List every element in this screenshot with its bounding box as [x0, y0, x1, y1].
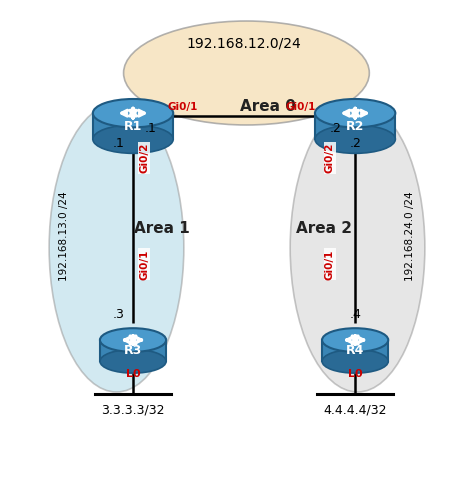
Ellipse shape — [315, 99, 395, 127]
Ellipse shape — [93, 125, 173, 153]
Text: R1: R1 — [124, 120, 142, 133]
Text: .1: .1 — [145, 122, 157, 135]
Ellipse shape — [322, 328, 388, 352]
Ellipse shape — [322, 350, 388, 373]
FancyBboxPatch shape — [100, 340, 166, 361]
Text: .3: .3 — [113, 307, 125, 321]
Text: .1: .1 — [113, 137, 125, 150]
Ellipse shape — [124, 21, 369, 125]
Text: R2: R2 — [346, 120, 365, 133]
Text: Gi0/2: Gi0/2 — [139, 143, 149, 173]
Text: 192.168.12.0/24: 192.168.12.0/24 — [187, 36, 301, 50]
Text: Area 0: Area 0 — [240, 99, 296, 113]
Text: Area 1: Area 1 — [134, 221, 189, 237]
Text: Gi0/1: Gi0/1 — [325, 249, 335, 279]
FancyBboxPatch shape — [315, 113, 395, 139]
Text: Gi0/1: Gi0/1 — [139, 249, 149, 279]
Text: L0: L0 — [126, 369, 140, 379]
Text: .2: .2 — [349, 137, 361, 150]
Ellipse shape — [100, 350, 166, 373]
Ellipse shape — [93, 99, 173, 127]
Text: 192.168.24.0 /24: 192.168.24.0 /24 — [404, 191, 414, 281]
Text: Gi0/2: Gi0/2 — [325, 143, 335, 173]
Ellipse shape — [100, 328, 166, 352]
Text: L0: L0 — [348, 369, 363, 379]
FancyBboxPatch shape — [322, 340, 388, 361]
Text: R3: R3 — [124, 344, 142, 357]
Text: 4.4.4.4/32: 4.4.4.4/32 — [323, 404, 387, 417]
Text: 3.3.3.3/32: 3.3.3.3/32 — [101, 404, 165, 417]
Text: .2: .2 — [330, 122, 342, 135]
Text: R4: R4 — [346, 344, 365, 357]
Ellipse shape — [290, 104, 425, 392]
FancyBboxPatch shape — [93, 113, 173, 139]
Ellipse shape — [49, 104, 184, 392]
Text: Gi0/1: Gi0/1 — [286, 102, 316, 112]
Text: 192.168.13.0 /24: 192.168.13.0 /24 — [60, 191, 70, 281]
Ellipse shape — [315, 125, 395, 153]
Text: Gi0/1: Gi0/1 — [167, 102, 198, 112]
Text: Area 2: Area 2 — [296, 221, 353, 237]
Text: .4: .4 — [349, 307, 361, 321]
